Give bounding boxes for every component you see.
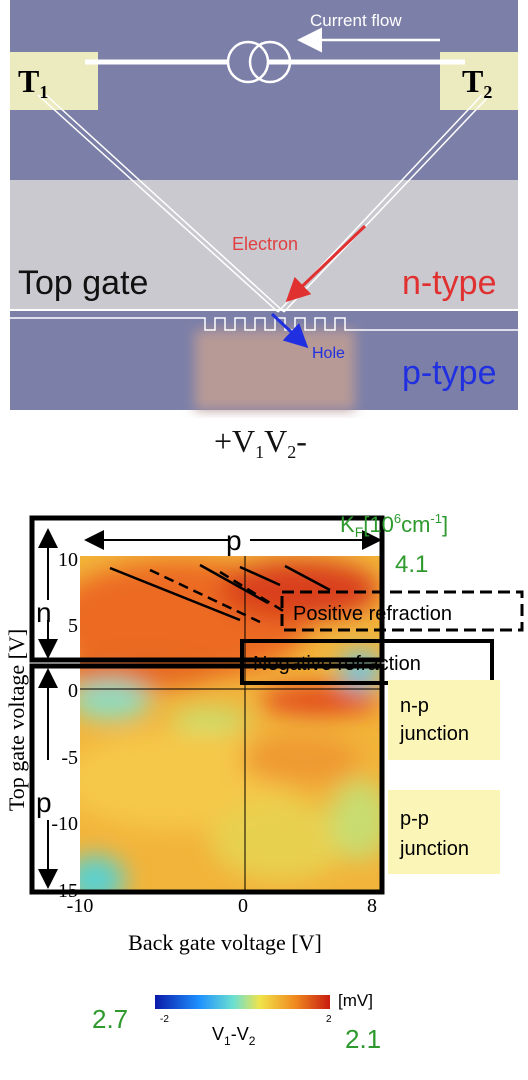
electron-label: Electron [232, 234, 298, 254]
y-tick: 10 [58, 549, 78, 571]
y-tick: 0 [68, 680, 78, 702]
kf-sup2: -1 [430, 511, 442, 526]
v-minus: - [296, 423, 307, 459]
cb-mid: -V [231, 1024, 249, 1044]
v2: V [264, 423, 287, 459]
p-type-label: p-type [402, 354, 497, 392]
kf-rest2: cm [401, 512, 430, 537]
hole-label: Hole [312, 345, 345, 362]
region-p-top: p [226, 525, 242, 556]
cb-v2-sub: 2 [249, 1034, 256, 1048]
colorbar-unit: [mV] [338, 991, 373, 1010]
t2-sub: 2 [483, 82, 492, 102]
kf-end: ] [442, 512, 448, 537]
t2-main: T [462, 63, 483, 99]
x-ticks: -10 0 8 [67, 895, 377, 917]
voltage-label: +V1V2- [214, 423, 307, 462]
kf-top: 4.1 [395, 551, 428, 578]
region-p-left: p [36, 787, 52, 818]
colorbar [155, 995, 330, 1009]
kf-left: 2.7 [92, 1004, 128, 1034]
top-gate-label: Top gate [18, 264, 148, 302]
v2-sub: 2 [287, 442, 296, 462]
x-tick: 8 [367, 895, 377, 917]
kf-label: KF[106cm-1] [340, 511, 448, 540]
cb-v1: V [212, 1024, 224, 1044]
pp-line1: p-p [400, 808, 429, 830]
x-tick: 0 [238, 895, 248, 917]
colorbar-max: 2 [326, 1014, 332, 1025]
colorbar-min: -2 [160, 1014, 169, 1025]
t1-main: T [18, 63, 39, 99]
page: Current flow T1 T2 Electron Top gate n-t… [0, 0, 528, 1075]
pp-box [388, 790, 500, 874]
x-tick: -10 [67, 895, 94, 917]
current-flow-label: Current flow [310, 11, 402, 30]
y-tick: 5 [68, 615, 78, 637]
y-tick: -10 [51, 813, 78, 835]
np-line2: junction [399, 723, 469, 745]
figure: Current flow T1 T2 Electron Top gate n-t… [0, 0, 528, 1075]
np-box [388, 680, 500, 760]
region-n: n [36, 597, 52, 628]
kf-k: K [340, 512, 355, 537]
kf-sub: F [355, 524, 364, 540]
y-ticks: 10 5 0 -5 -10 -15 [51, 549, 78, 902]
colorbar-label: V1-V2 [212, 1024, 256, 1048]
negative-label: Negative refraction [253, 653, 421, 675]
y-axis-label: Top gate voltage [V] [4, 629, 29, 811]
kf-right: 2.1 [345, 1024, 381, 1054]
y-tick: -5 [61, 747, 78, 769]
v1: +V [214, 423, 255, 459]
pp-line2: junction [399, 838, 469, 860]
np-line1: n-p [400, 695, 429, 717]
positive-label: Positive refraction [293, 603, 452, 625]
v1-sub: 1 [255, 442, 264, 462]
n-type-label: n-type [402, 264, 497, 302]
t1-sub: 1 [39, 82, 48, 102]
device-photo: Current flow T1 T2 Electron Top gate n-t… [10, 0, 518, 410]
kf-rest: [10 [363, 512, 394, 537]
x-axis-label: Back gate voltage [V] [128, 930, 322, 955]
kf-sup1: 6 [394, 511, 401, 526]
